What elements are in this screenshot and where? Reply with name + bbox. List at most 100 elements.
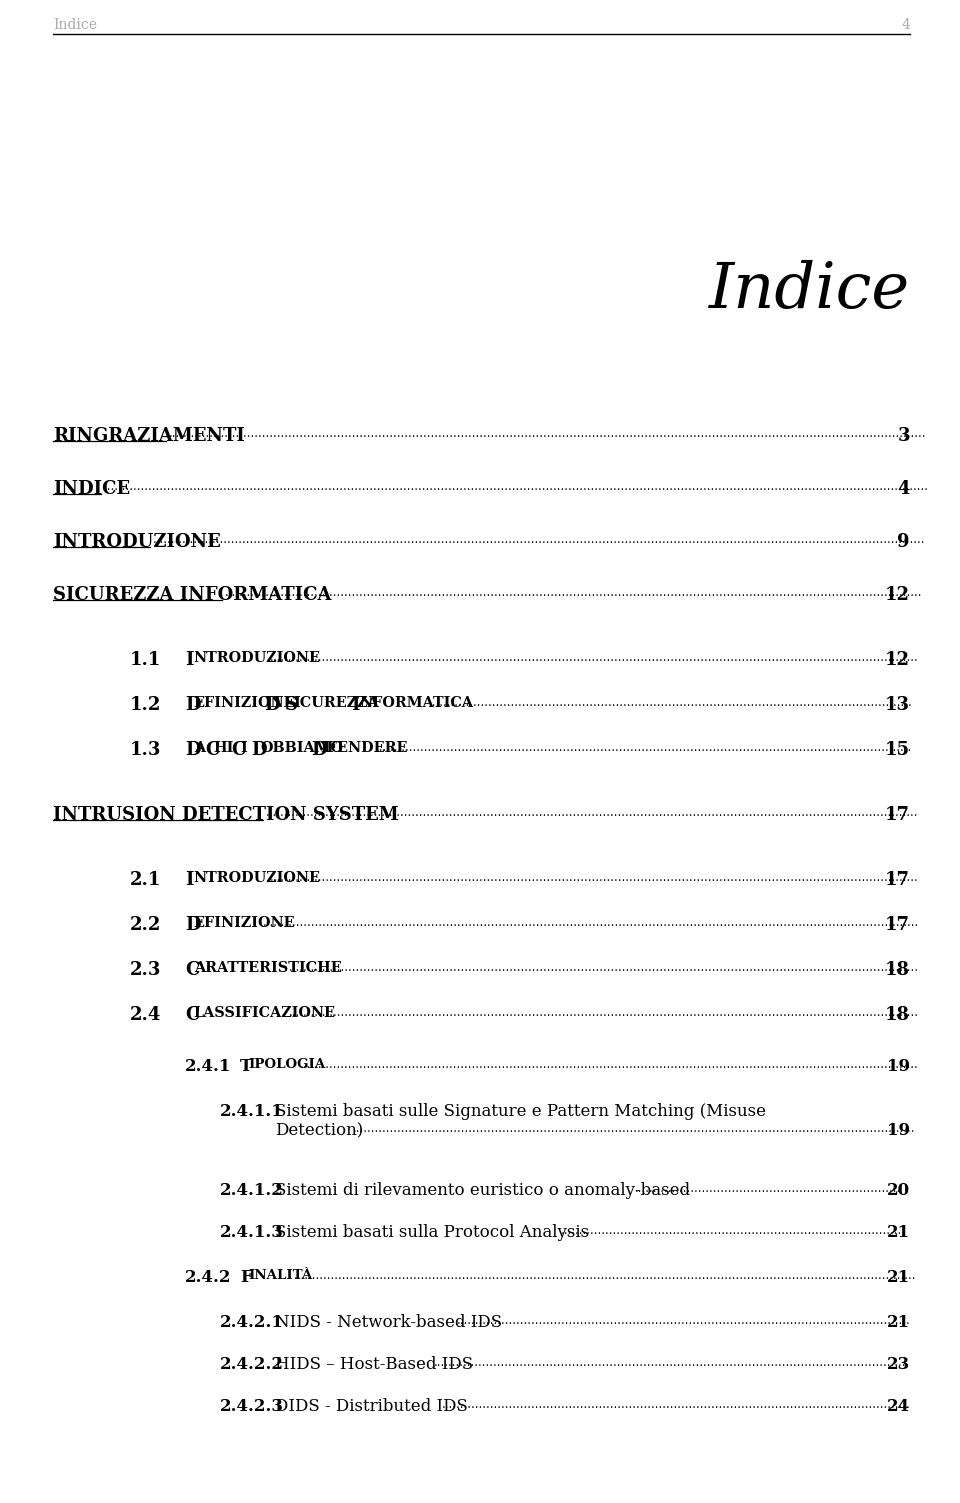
Text: SICUREZZA INFORMATICA: SICUREZZA INFORMATICA [53,586,331,604]
Text: 2.4.2.1: 2.4.2.1 [220,1314,284,1332]
Text: 17: 17 [885,915,910,933]
Text: 1.1: 1.1 [130,651,161,669]
Text: ................................................................................: ........................................… [105,479,929,493]
Text: .......................................................................: ........................................… [636,1181,901,1195]
Text: DIDS - Distributed IDS: DIDS - Distributed IDS [275,1398,468,1414]
Text: 24: 24 [887,1398,910,1414]
Text: ................................................................................: ........................................… [289,960,920,974]
Text: ................................................................................: ........................................… [263,915,919,929]
Text: NIDS - Network-based IDS: NIDS - Network-based IDS [275,1314,502,1332]
Text: ................................................................................: ........................................… [457,1314,910,1327]
Text: 4: 4 [898,479,910,497]
Text: ................................................................................: ........................................… [561,1223,905,1237]
Text: D: D [185,915,201,933]
Text: 21: 21 [887,1314,910,1332]
Text: 4: 4 [901,18,910,32]
Text: 17: 17 [885,872,910,888]
Text: ................................................................................: ........................................… [289,1006,920,1019]
Text: INDICE: INDICE [53,479,131,497]
Text: Sistemi basati sulle Signature e Pattern Matching (Misuse: Sistemi basati sulle Signature e Pattern… [275,1103,766,1120]
Text: Sistemi basati sulla Protocol Analysis: Sistemi basati sulla Protocol Analysis [275,1223,589,1241]
Text: ................................................................................: ........................................… [442,1398,910,1411]
Text: 23: 23 [887,1356,910,1374]
Text: 18: 18 [885,1006,910,1024]
Text: 20: 20 [887,1181,910,1199]
Text: C: C [185,1006,200,1024]
Text: 2.4.2.3: 2.4.2.3 [220,1398,284,1414]
Text: LASSIFICAZIONE: LASSIFICAZIONE [194,1006,336,1021]
Text: IPOLOGIA: IPOLOGIA [248,1058,325,1072]
Text: ARATTERISTICHE: ARATTERISTICHE [194,960,342,975]
Text: I: I [274,696,280,709]
Text: F: F [240,1269,252,1287]
Text: 1.2: 1.2 [130,696,161,714]
Text: 1.3: 1.3 [130,741,161,759]
Text: IFENDERE: IFENDERE [320,741,408,755]
Text: ................................................................................: ........................................… [226,586,923,600]
Text: 2.4.2: 2.4.2 [185,1269,231,1287]
Text: C: C [205,741,220,759]
Text: RINGRAZIAMENTI: RINGRAZIAMENTI [53,427,245,445]
Text: 3: 3 [898,427,910,445]
Text: 19: 19 [887,1058,910,1075]
Text: ................................................................................: ........................................… [270,651,919,664]
Text: C: C [185,960,200,978]
Text: I: I [350,696,359,714]
Text: ................................................................................: ........................................… [434,1356,910,1369]
Text: 2.2: 2.2 [130,915,161,933]
Text: INTRUSION DETECTION SYSTEM: INTRUSION DETECTION SYSTEM [53,806,398,824]
Text: I: I [240,741,247,755]
Text: 15: 15 [885,741,910,759]
Text: ................................................................................: ........................................… [352,1123,915,1135]
Text: 2.3: 2.3 [130,960,161,978]
Text: 2.4.2.2: 2.4.2.2 [220,1356,284,1374]
Text: 21: 21 [887,1223,910,1241]
Text: 18: 18 [885,960,910,978]
Text: I: I [185,872,194,888]
Text: D: D [185,741,201,759]
Text: 2.1: 2.1 [130,872,161,888]
Text: 2.4.1.3: 2.4.1.3 [220,1223,284,1241]
Text: 2.4.1.2: 2.4.1.2 [220,1181,284,1199]
Text: C: C [231,741,246,759]
Text: HIDS – Host-Based IDS: HIDS – Host-Based IDS [275,1356,473,1374]
Text: HI: HI [214,741,234,755]
Text: 13: 13 [885,696,910,714]
Text: ................................................................................: ........................................… [270,872,919,884]
Text: INTRODUZIONE: INTRODUZIONE [53,534,221,552]
Text: Indice: Indice [53,18,97,32]
Text: Detection): Detection) [275,1123,363,1139]
Text: ................................................................................: ........................................… [169,427,926,440]
Text: EFINIZIONE: EFINIZIONE [194,915,296,930]
Text: 12: 12 [885,651,910,669]
Text: EFINIZIONE: EFINIZIONE [194,696,296,709]
Text: NFORMATICA: NFORMATICA [360,696,473,709]
Text: I: I [185,651,194,669]
Text: 2.4: 2.4 [130,1006,161,1024]
Text: ................................................................................: ........................................… [266,806,918,819]
Text: 2.4.1.1: 2.4.1.1 [220,1103,284,1120]
Text: D: D [311,741,327,759]
Text: INALITÀ: INALITÀ [248,1269,312,1282]
Text: ................................................................................: ........................................… [294,1269,917,1282]
Text: OBBIAMO: OBBIAMO [260,741,344,755]
Text: 17: 17 [885,806,910,824]
Text: 12: 12 [885,586,910,604]
Text: ICUREZZA: ICUREZZA [294,696,379,709]
Text: ................................................................................: ........................................… [153,534,925,546]
Text: Indice: Indice [708,260,910,322]
Text: ................................................................................: ........................................… [376,741,912,755]
Text: S: S [284,696,298,714]
Text: 21: 21 [887,1269,910,1287]
Text: D: D [252,741,267,759]
Text: ................................................................................: ........................................… [429,696,912,709]
Text: D: D [185,696,201,714]
Text: 9: 9 [898,534,910,552]
Text: ................................................................................: ........................................… [300,1058,919,1072]
Text: A: A [194,741,205,755]
Text: D: D [265,696,280,714]
Text: 2.4.1: 2.4.1 [185,1058,231,1075]
Text: Sistemi di rilevamento euristico o anomaly-based: Sistemi di rilevamento euristico o anoma… [275,1181,690,1199]
Text: T: T [240,1058,252,1075]
Text: NTRODUZIONE: NTRODUZIONE [194,651,321,664]
